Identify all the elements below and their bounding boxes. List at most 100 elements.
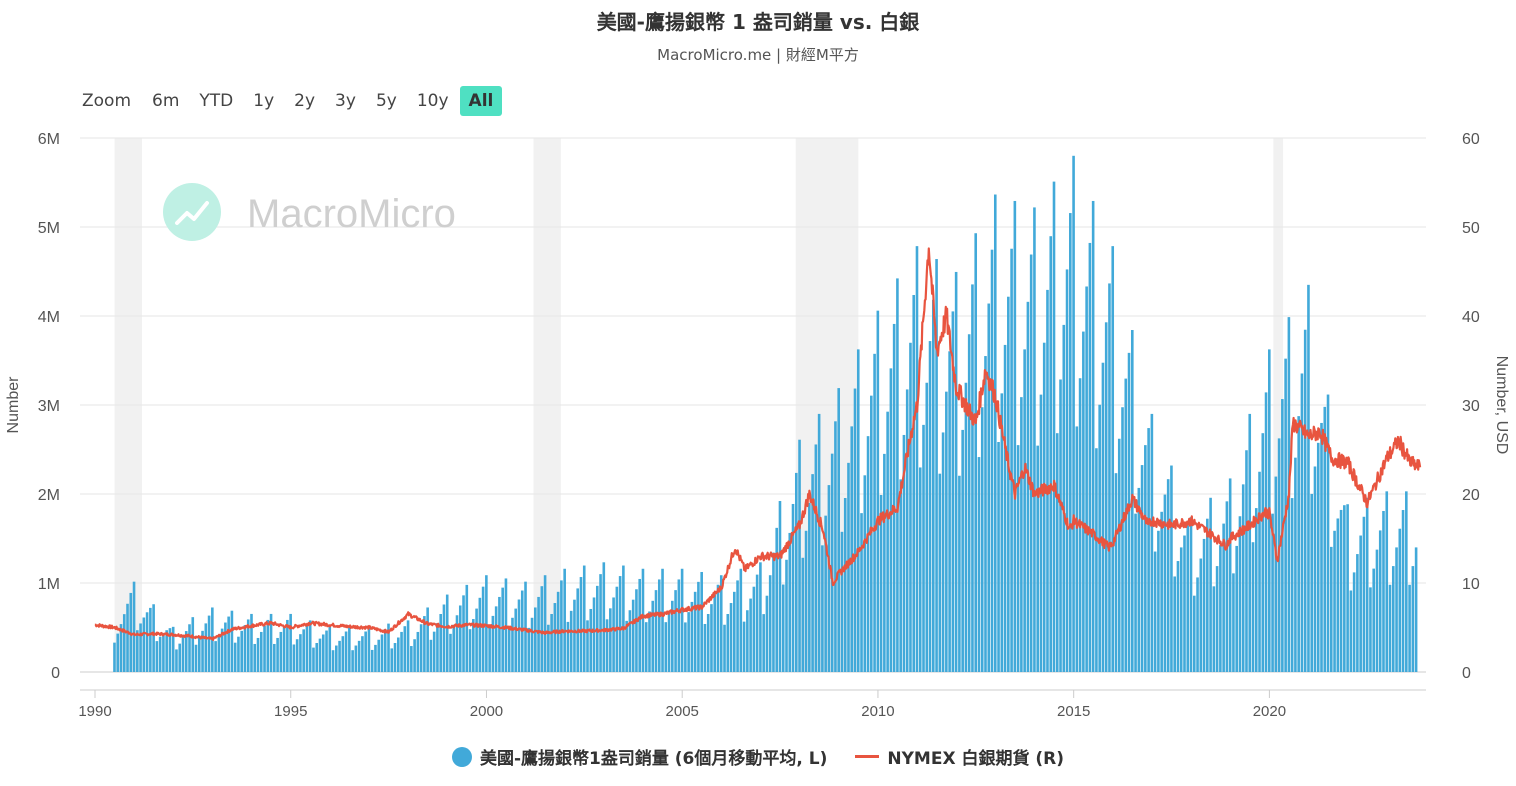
sales-bar-137 [560,580,563,672]
sales-bar-115 [488,625,491,672]
sales-bar-321 [1160,511,1163,672]
sales-bar-31 [214,641,217,672]
range-button-all[interactable]: All [459,86,503,116]
sales-bar-260 [961,429,964,672]
sales-bar-207 [788,532,792,672]
sales-bar-311 [1127,352,1131,672]
sales-bar-371 [1323,406,1327,672]
sales-bar-176 [687,612,690,672]
sales-bar-13 [155,641,159,672]
sales-bar-7 [136,630,139,672]
sales-bar-48 [269,613,273,672]
sales-bar-224 [843,498,847,672]
sales-bar-394 [1398,528,1402,672]
sales-bar-384 [1365,497,1369,672]
sales-bar-389 [1382,510,1385,672]
sales-bar-157 [625,620,628,672]
sales-bar-391 [1388,584,1392,672]
sales-bar-92 [413,639,416,672]
sales-bar-284 [1039,394,1043,672]
sales-bar-373 [1329,546,1333,672]
sales-bar-55 [292,644,296,672]
range-button-ytd[interactable]: YTD [199,91,234,111]
sales-bar-256 [948,351,951,672]
sales-bar-193 [742,621,746,672]
sales-bar-6 [132,581,136,672]
sales-bar-258 [954,271,958,672]
sales-bar-303 [1101,362,1105,672]
sales-bar-35 [227,616,230,672]
sales-bar-344 [1235,545,1238,672]
sales-bar-141 [573,599,576,672]
sales-bar-240 [896,278,899,672]
left-tick-label: 0 [51,665,60,682]
sales-bar-392 [1391,566,1395,672]
range-button-10y[interactable]: 10y [416,91,449,111]
legend-label-sales: 美國-鷹揚銀幣1盎司銷量 (6個月移動平均, L) [479,749,828,769]
sales-bar-177 [690,601,694,672]
sales-bar-29 [207,615,211,672]
sales-bar-300 [1091,200,1095,672]
sales-bar-149 [599,574,602,672]
sales-bar-380 [1352,572,1356,672]
sales-bar-131 [540,586,544,672]
sales-bar-69 [338,640,341,672]
legend-item-sales[interactable]: 美國-鷹揚銀幣1盎司銷量 (6個月移動平均, L) [451,744,828,769]
sales-bar-351 [1258,471,1261,672]
range-button-5y[interactable]: 5y [375,91,397,111]
sales-bar-292 [1065,269,1069,672]
sales-bar-24 [191,617,195,672]
sales-bar-261 [964,382,968,672]
sales-bar-309 [1121,407,1124,672]
sales-bar-80 [374,644,377,672]
sales-bar-45 [259,631,263,672]
sales-bar-336 [1209,497,1212,672]
sales-bar-22 [184,631,188,672]
range-button-3y[interactable]: 3y [335,91,356,111]
sales-bar-50 [276,637,279,672]
zoom-label: Zoom [82,91,132,111]
range-button-1y[interactable]: 1y [253,91,275,111]
sales-bar-206 [785,559,788,672]
sales-bar-368 [1313,466,1317,672]
sales-bar-97 [429,639,433,672]
legend-item-silver[interactable]: NYMEX 白銀期貨 (R) [855,744,1064,769]
sales-bar-395 [1401,510,1405,672]
range-button-6m[interactable]: 6m [152,91,180,111]
sales-bar-184 [713,594,717,672]
sales-bar-264 [974,233,978,673]
sales-bar-14 [158,636,162,672]
sales-bar-158 [628,610,632,672]
sales-bar-365 [1303,329,1307,672]
left-tick-label: 6M [38,131,60,148]
sales-bar-127 [527,627,531,672]
sales-bar-270 [993,194,997,672]
sales-bar-33 [220,628,224,672]
sales-bar-192 [739,568,743,672]
sales-bar-307 [1114,473,1118,672]
sales-bar-106 [458,605,462,672]
sales-bar-156 [622,565,625,672]
sales-bar-290 [1059,379,1062,672]
silver-price-line[interactable] [94,247,1422,641]
right-tick-label: 40 [1462,309,1480,326]
watermark: MacroMicro [163,183,456,241]
sales-bar-114 [485,575,488,672]
sales-bar-324 [1170,465,1173,672]
left-tick-label: 2M [38,487,60,504]
sales-bar-396 [1405,491,1408,672]
sales-bar-171 [671,600,674,672]
sales-bar-220 [830,453,834,672]
sales-bar-214 [811,474,814,672]
sales-bar-332 [1196,577,1199,672]
sales-bar-152 [609,608,612,672]
range-button-2y[interactable]: 2y [294,91,316,111]
sales-bar-70 [341,636,345,672]
sales-bar-75 [357,640,361,672]
sales-bar-274 [1007,296,1010,672]
sales-bar-112 [478,597,482,672]
sales-bar-235 [879,494,883,672]
sales-bar-250 [928,341,932,672]
sales-bar-327 [1179,547,1183,672]
